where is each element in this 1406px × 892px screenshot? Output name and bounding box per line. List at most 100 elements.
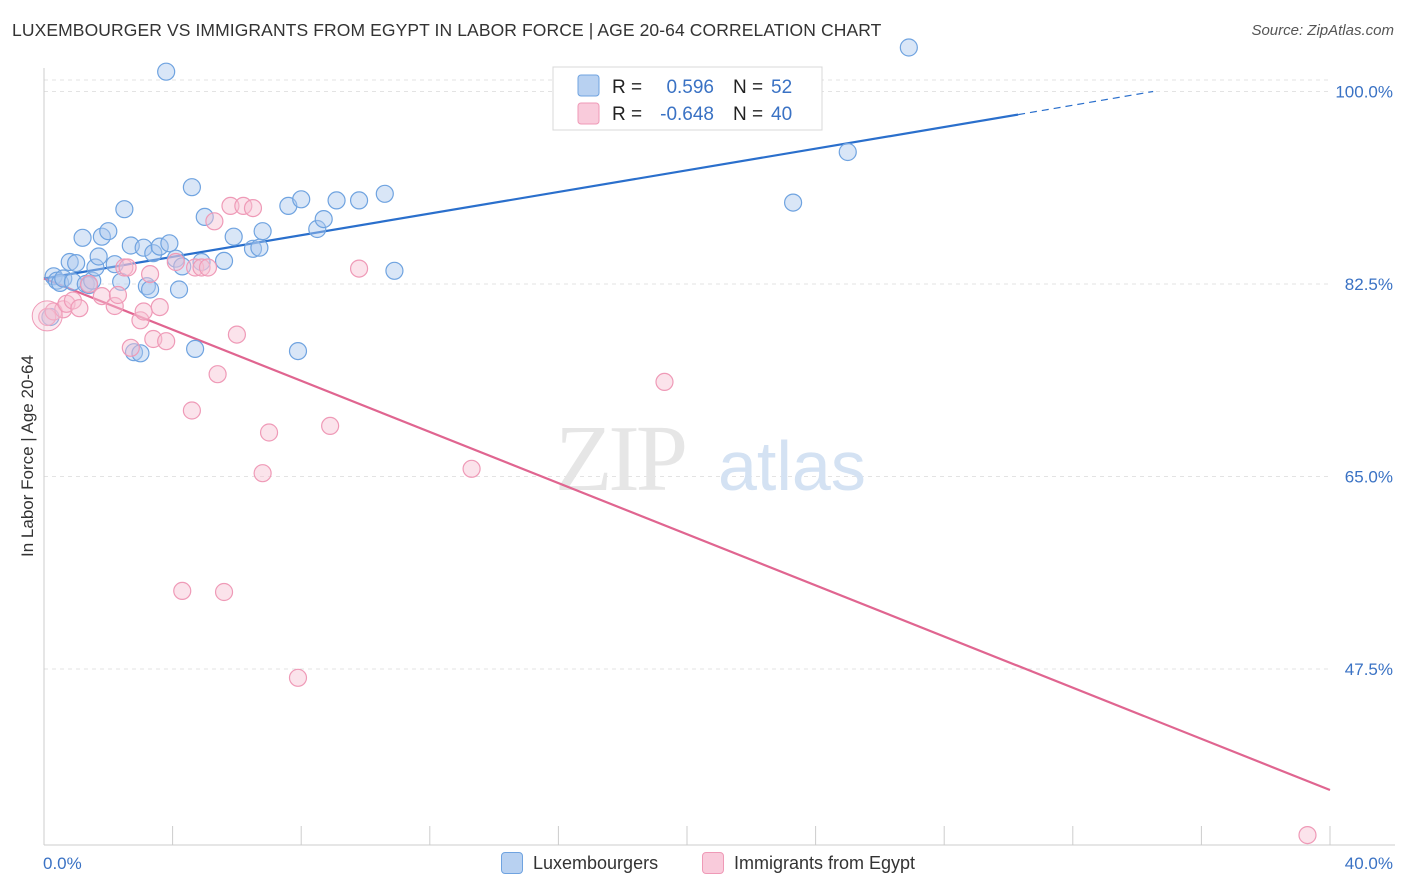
trend-lines: [43, 90, 1331, 792]
point-egypt: [243, 199, 263, 218]
y-tick-labels: 100.0% 82.5% 65.0% 47.5%: [1335, 83, 1393, 680]
point-luxembourgers: [67, 254, 86, 273]
data-points: [31, 38, 1317, 845]
series-legend: Luxembourgers Immigrants from Egypt: [0, 852, 1406, 878]
point-egypt: [349, 259, 369, 278]
point-luxembourgers: [292, 190, 311, 209]
point-luxembourgers: [243, 239, 263, 258]
point-egypt: [208, 365, 227, 384]
source-label: Source: ZipAtlas.com: [1251, 22, 1394, 39]
point-egypt: [259, 423, 279, 442]
point-luxembourgers: [314, 210, 333, 229]
trend-line-luxembourgers: [43, 113, 1019, 280]
point-luxembourgers: [144, 244, 163, 263]
point-egypt: [205, 212, 224, 231]
x-tick-label: 40.0%: [1345, 854, 1393, 873]
legend-item-egypt: Immigrants from Egypt: [702, 852, 915, 874]
point-egypt: [253, 464, 272, 483]
point-egypt: [121, 338, 140, 357]
point-luxembourgers: [899, 38, 918, 57]
point-luxembourgers: [182, 178, 201, 197]
point-egypt: [92, 287, 111, 306]
point-luxembourgers: [224, 227, 243, 246]
point-luxembourgers: [327, 191, 346, 210]
stats-n-label-1: N =: [733, 77, 763, 98]
point-egypt: [192, 258, 211, 277]
point-luxembourgers: [157, 62, 176, 81]
y-tick-label: 65.0%: [1345, 468, 1393, 487]
legend-label-luxembourgers: Luxembourgers: [533, 852, 659, 873]
point-luxembourgers: [60, 252, 79, 272]
point-luxembourgers: [54, 269, 73, 288]
point-egypt: [140, 265, 160, 284]
grid-lines: [44, 79, 1330, 670]
x-tick-labels: 0.0% 40.0%: [43, 854, 1393, 873]
stats-n-value-1: 52: [771, 77, 792, 98]
point-egypt: [288, 668, 308, 687]
point-luxembourgers: [160, 234, 179, 253]
axes: [43, 68, 1395, 846]
stats-r-label-1: R =: [612, 77, 642, 98]
point-egypt: [321, 416, 340, 435]
point-egypt: [118, 258, 137, 277]
legend-item-luxembourgers: Luxembourgers: [501, 852, 658, 874]
point-luxembourgers: [115, 200, 134, 219]
legend-swatch-luxembourgers: [501, 852, 523, 874]
point-egypt: [108, 285, 128, 305]
x-tick-label: 0.0%: [43, 854, 82, 873]
legend-swatch-egypt: [702, 852, 724, 874]
stats-n-label-2: N =: [733, 104, 763, 125]
point-luxembourgers: [308, 219, 327, 239]
point-luxembourgers: [195, 207, 214, 226]
point-egypt: [157, 332, 176, 351]
point-luxembourgers: [783, 193, 803, 212]
stats-legend: R = 0.596 N = 52 R = -0.648 N = 40: [552, 66, 823, 131]
point-luxembourgers: [385, 261, 404, 280]
y-tick-label: 82.5%: [1345, 275, 1393, 294]
point-egypt: [198, 258, 218, 277]
stats-r-label-2: R =: [612, 104, 642, 125]
point-egypt: [186, 258, 205, 277]
point-luxembourgers: [349, 191, 369, 210]
point-luxembourgers: [169, 280, 189, 299]
point-luxembourgers: [150, 237, 169, 256]
point-egypt: [214, 582, 234, 602]
point-egypt: [70, 299, 89, 318]
point-luxembourgers: [73, 228, 92, 247]
point-egypt: [79, 274, 99, 294]
point-luxembourgers: [99, 222, 118, 241]
chart-title: LUXEMBOURGER VS IMMIGRANTS FROM EGYPT IN…: [12, 20, 882, 40]
legend-label-egypt: Immigrants from Egypt: [734, 852, 916, 873]
point-egypt: [227, 325, 246, 344]
point-luxembourgers: [214, 251, 234, 270]
trend-line-luxembourgers-extension: [1018, 90, 1154, 116]
point-egypt: [462, 459, 481, 478]
watermark: ZIP atlas: [555, 407, 866, 511]
trend-line-egypt: [43, 277, 1331, 792]
point-egypt: [173, 581, 192, 601]
stats-r-value-2: -0.648: [660, 104, 714, 125]
stats-legend-swatch-luxembourgers: [577, 74, 600, 97]
point-egypt: [134, 302, 153, 321]
stats-r-value-1: 0.596: [666, 77, 714, 98]
point-luxembourgers: [253, 222, 272, 241]
point-egypt: [221, 196, 240, 215]
point-luxembourgers: [288, 342, 308, 361]
point-luxembourgers: [375, 184, 394, 203]
point-luxembourgers: [140, 280, 160, 299]
y-tick-label: 47.5%: [1345, 660, 1393, 679]
stats-n-value-2: 40: [771, 104, 792, 125]
y-tick-label: 100.0%: [1335, 83, 1393, 102]
point-egypt: [150, 298, 169, 317]
point-egypt: [105, 296, 124, 316]
point-egypt: [166, 252, 185, 272]
point-egypt: [1298, 825, 1317, 845]
point-luxembourgers: [250, 238, 269, 257]
point-luxembourgers: [131, 344, 150, 363]
point-luxembourgers: [89, 247, 108, 266]
point-egypt-cluster: [31, 300, 63, 332]
point-egypt: [655, 372, 674, 391]
point-luxembourgers: [838, 142, 857, 162]
point-luxembourgers: [86, 258, 105, 277]
